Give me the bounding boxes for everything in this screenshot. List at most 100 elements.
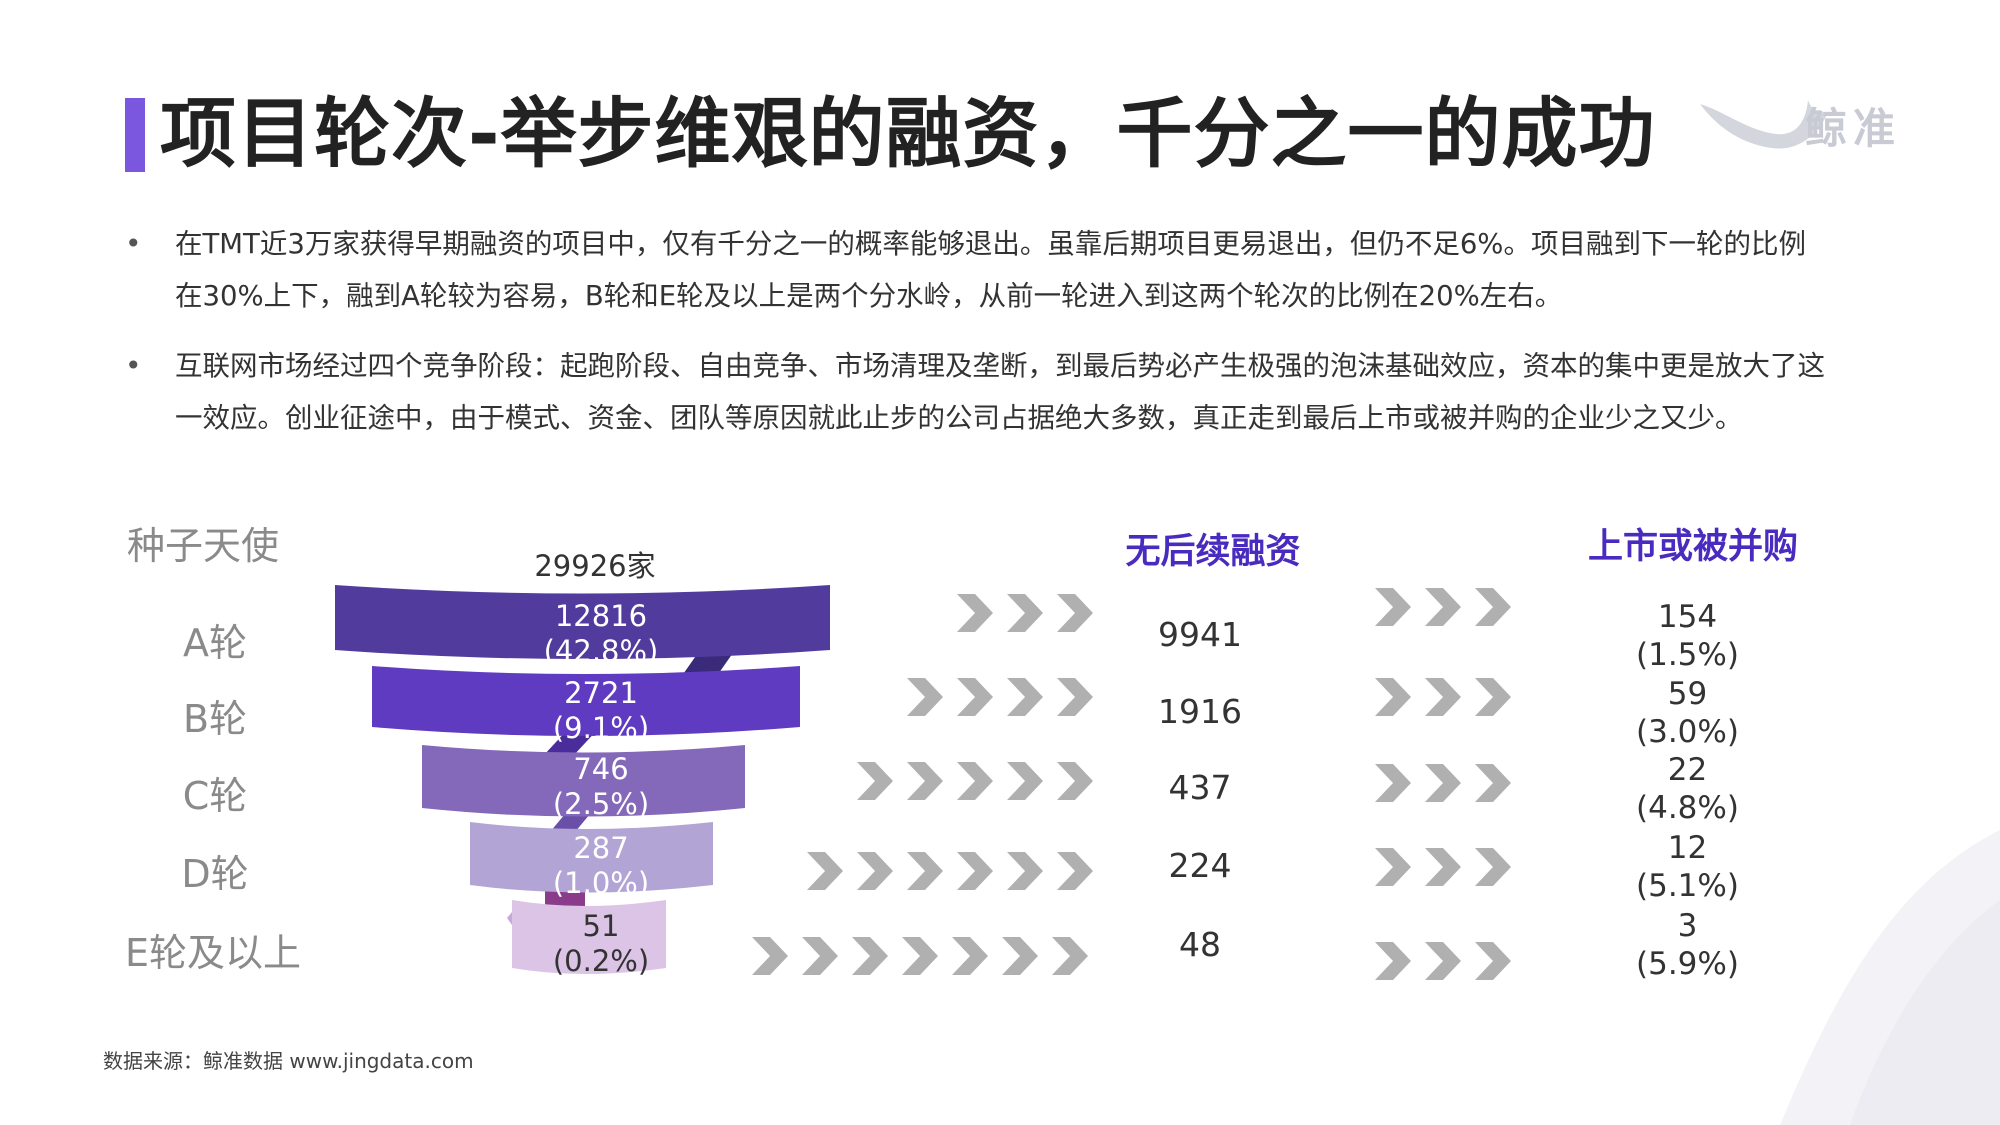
chevron-right-icon	[1375, 764, 1411, 802]
bullet-dot: •	[125, 227, 142, 260]
chevron-right-icon	[802, 937, 838, 975]
chevron-right-icon	[1057, 762, 1093, 800]
exit-value-a: 154 (1.5%)	[1600, 598, 1775, 674]
chevron-right-icon	[907, 762, 943, 800]
arrow-group	[1373, 940, 1513, 982]
no-follow-value-e: 48	[1179, 925, 1221, 964]
exit-percent: (4.8%)	[1636, 790, 1739, 826]
chevron-right-icon	[907, 678, 943, 716]
chevron-right-icon	[857, 852, 893, 890]
round-label-a: A轮	[183, 621, 247, 665]
chevron-right-icon	[1425, 942, 1461, 980]
chevron-right-icon	[1475, 588, 1511, 626]
chevron-right-icon	[1007, 762, 1043, 800]
chevron-right-icon	[907, 852, 943, 890]
page-title: 项目轮次-举步维艰的融资，千分之一的成功	[160, 89, 1656, 178]
chevron-right-icon	[1007, 594, 1043, 632]
round-label-b: B轮	[182, 697, 248, 741]
bullet-list: • 在TMT近3万家获得早期融资的项目中，仅有千分之一的概率能够退出。虽靠后期项…	[125, 218, 1825, 462]
seed-round-count: 29926家	[534, 549, 656, 583]
round-label-d: D轮	[181, 852, 249, 896]
chevron-right-icon	[1475, 942, 1511, 980]
chevron-right-icon	[1375, 588, 1411, 626]
arrow-group	[750, 935, 1090, 977]
arrow-group	[855, 760, 1095, 802]
chevron-right-icon	[1475, 848, 1511, 886]
no-follow-value-d: 224	[1168, 846, 1232, 885]
funnel-value-d: 287 (1.0%)	[501, 831, 701, 901]
funnel-band-e-tip	[507, 912, 512, 925]
chevron-right-icon	[752, 937, 788, 975]
funnel-value-e: 51 (0.2%)	[501, 909, 701, 979]
arrow-group	[805, 850, 1095, 892]
chevron-right-icon	[957, 594, 993, 632]
exit-count: 22	[1667, 752, 1708, 788]
funnel-band-e	[512, 900, 666, 974]
arrow-group	[1373, 846, 1513, 888]
chevron-right-icon	[902, 937, 938, 975]
chevron-right-icon	[1052, 937, 1088, 975]
chevron-right-icon	[1002, 937, 1038, 975]
chevron-right-icon	[857, 762, 893, 800]
exit-value-c: 22 (4.8%)	[1600, 751, 1775, 827]
chevron-right-icon	[957, 852, 993, 890]
chevron-right-icon	[852, 937, 888, 975]
chevron-right-icon	[1057, 594, 1093, 632]
funnel-band-b	[372, 666, 800, 736]
no-follow-value-a: 9941	[1158, 615, 1242, 654]
exit-value-d: 12 (5.1%)	[1600, 829, 1775, 905]
chevron-right-icon	[1425, 764, 1461, 802]
chevron-right-icon	[952, 937, 988, 975]
exit-value-e: 3 (5.9%)	[1600, 907, 1775, 983]
chevron-right-icon	[957, 678, 993, 716]
arrow-group	[1373, 676, 1513, 718]
arrow-group	[905, 676, 1095, 718]
funnel-count: 2721	[564, 676, 638, 710]
chevron-right-icon	[1425, 848, 1461, 886]
funnel-percent: (9.1%)	[552, 711, 650, 745]
funnel-percent: (0.2%)	[552, 944, 650, 978]
header-no-follow-funding: 无后续融资	[1125, 532, 1301, 572]
chevron-right-icon	[1475, 678, 1511, 716]
funnel-percent: (1.0%)	[552, 866, 650, 900]
header-ipo-acquired: 上市或被并购	[1587, 527, 1798, 567]
data-source: 数据来源：鲸准数据 www.jingdata.com	[103, 1049, 474, 1073]
funnel-count: 287	[573, 831, 629, 865]
chevron-right-icon	[1475, 764, 1511, 802]
exit-count: 154	[1657, 599, 1718, 635]
chevron-right-icon	[1057, 678, 1093, 716]
funnel-value-a: 12816 (42.8%)	[501, 599, 701, 669]
arrow-group	[1373, 586, 1513, 628]
chevron-right-icon	[1375, 942, 1411, 980]
bullet-dot: •	[125, 349, 142, 382]
funnel-count: 51	[582, 909, 620, 943]
funnel-count: 746	[573, 752, 629, 786]
arrow-group	[955, 592, 1095, 634]
exit-percent: (3.0%)	[1636, 714, 1739, 750]
funnel-band-a	[335, 585, 830, 659]
seed-round-label: 种子天使	[127, 524, 280, 568]
chevron-right-icon	[1057, 852, 1093, 890]
chevron-right-icon	[1425, 678, 1461, 716]
round-label-c: C轮	[182, 774, 248, 818]
exit-percent: (5.1%)	[1636, 868, 1739, 904]
chevron-right-icon	[1007, 852, 1043, 890]
chevron-right-icon	[1425, 588, 1461, 626]
funnel-count: 12816	[554, 599, 648, 633]
exit-value-b: 59 (3.0%)	[1600, 675, 1775, 751]
funnel-band-c	[422, 745, 745, 817]
whale-tail-icon	[1700, 100, 1828, 149]
bullet-item: • 在TMT近3万家获得早期融资的项目中，仅有千分之一的概率能够退出。虽靠后期项…	[125, 218, 1825, 322]
exit-count: 3	[1677, 908, 1698, 944]
funnel-value-b: 2721 (9.1%)	[501, 676, 701, 746]
exit-count: 12	[1667, 830, 1708, 866]
exit-percent: (5.9%)	[1636, 946, 1739, 982]
funnel-percent: (42.8%)	[543, 634, 659, 668]
no-follow-value-b: 1916	[1158, 692, 1242, 731]
chevron-right-icon	[1007, 678, 1043, 716]
funnel-band-d	[470, 822, 713, 893]
no-follow-value-c: 437	[1168, 768, 1232, 807]
chevron-right-icon	[957, 762, 993, 800]
arrow-group	[1373, 762, 1513, 804]
